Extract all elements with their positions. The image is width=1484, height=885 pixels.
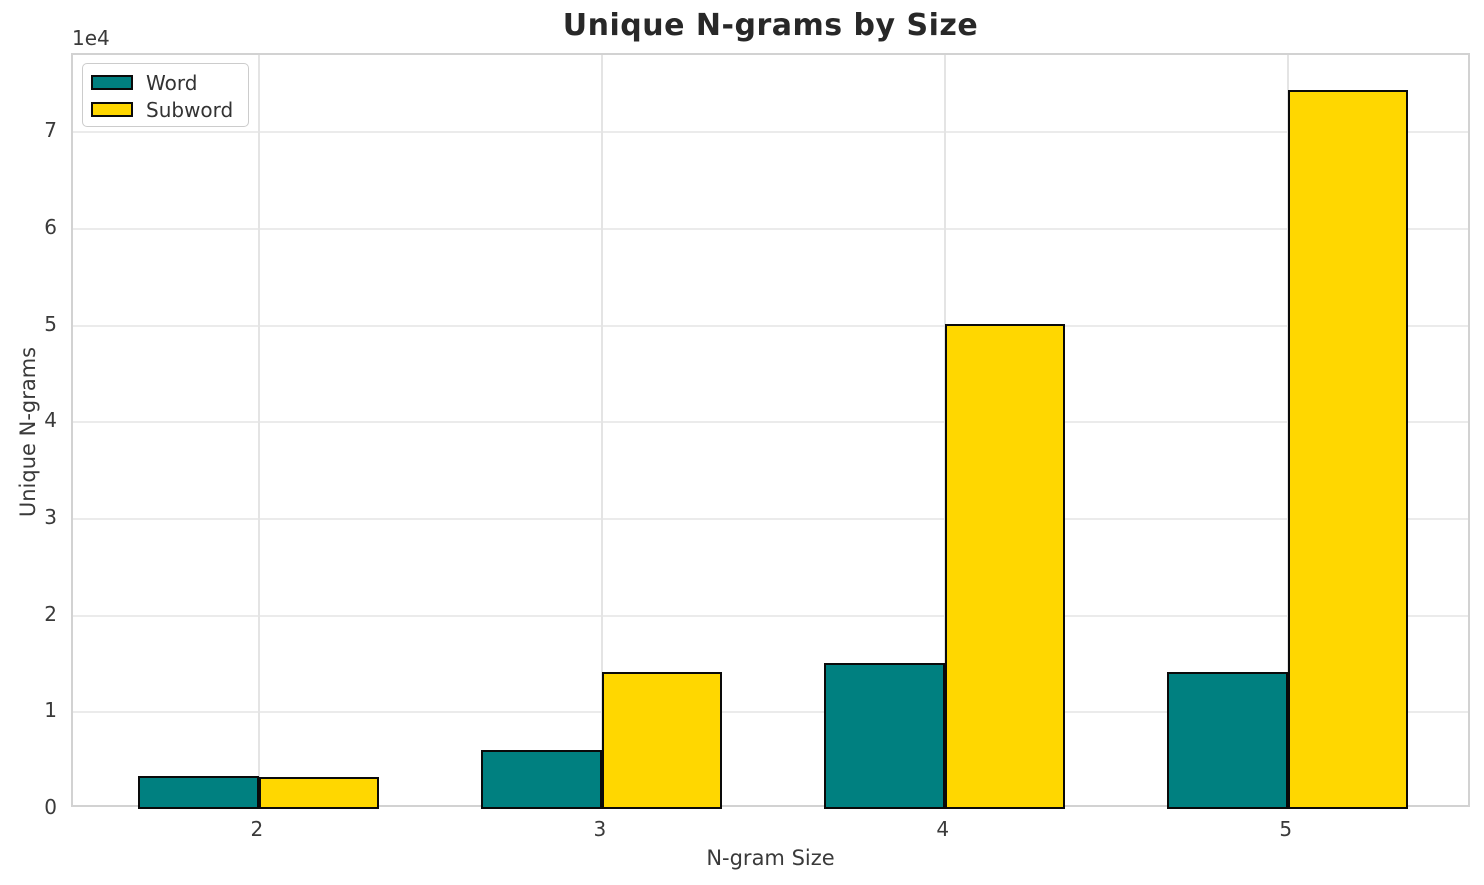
x-tick-label: 3 — [593, 817, 607, 841]
bar-word-3 — [481, 750, 602, 809]
bar-subword-5 — [1287, 89, 1409, 809]
y-axis-label: Unique N-grams — [16, 346, 40, 518]
bar-word-5 — [1167, 671, 1288, 809]
legend-swatch-subword — [91, 102, 133, 117]
h-gridline — [73, 131, 1468, 134]
bar-word-2 — [138, 776, 259, 809]
bar-word-4 — [824, 663, 945, 809]
chart-title: Unique N-grams by Size — [562, 8, 979, 43]
y-tick-label: 3 — [44, 505, 57, 529]
v-gridline — [257, 55, 260, 805]
y-tick-label: 1 — [44, 698, 57, 723]
bar-subword-2 — [258, 777, 380, 809]
x-tick-label: 5 — [1279, 817, 1293, 841]
h-gridline — [73, 228, 1468, 230]
x-tick-label: 2 — [250, 817, 264, 841]
h-gridline — [73, 518, 1468, 520]
bar-subword-4 — [944, 323, 1066, 809]
legend-item: Word — [91, 69, 248, 96]
h-gridline — [73, 711, 1468, 714]
y-axis-offset-label: 1e4 — [72, 26, 110, 50]
h-gridline — [73, 421, 1468, 424]
legend-swatch-word — [91, 75, 133, 90]
y-tick-label: 5 — [44, 311, 57, 336]
y-tick-label: 0 — [44, 795, 57, 819]
legend-label: Subword — [146, 97, 234, 122]
y-tick-label: 4 — [44, 408, 57, 433]
y-tick-label: 2 — [44, 601, 57, 626]
h-gridline — [73, 614, 1468, 617]
legend-label: Word — [146, 70, 198, 95]
legend-item: Subword — [91, 96, 248, 123]
x-axis-label: N-gram Size — [706, 846, 835, 870]
bar-subword-3 — [601, 671, 723, 809]
legend: Word Subword — [82, 63, 249, 127]
v-gridline — [600, 55, 603, 805]
y-tick-label: 7 — [44, 118, 57, 143]
h-gridline — [73, 324, 1468, 327]
x-tick-label: 4 — [936, 817, 950, 841]
y-tick-label: 6 — [44, 215, 57, 239]
plot-area — [71, 53, 1470, 809]
